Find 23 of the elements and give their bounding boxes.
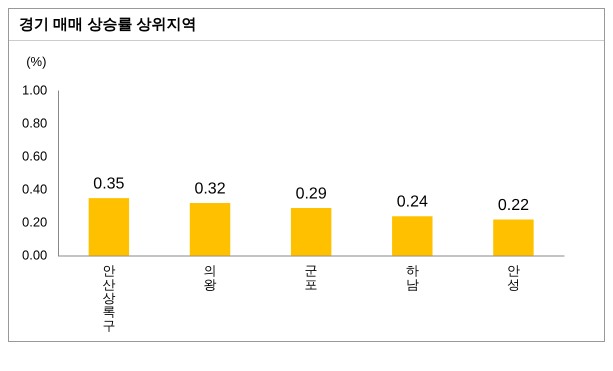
y-tick-label: 0.00	[22, 247, 48, 262]
data-label: 0.32	[194, 180, 226, 198]
x-tick-label: 군포	[304, 263, 318, 292]
y-tick-label: 1.00	[22, 82, 48, 98]
bar	[290, 208, 332, 256]
data-label: 0.22	[498, 196, 530, 214]
bar	[392, 216, 433, 256]
data-label: 0.29	[296, 185, 327, 202]
x-tick-label: 의왕	[204, 263, 217, 292]
data-label: 0.35	[93, 175, 125, 192]
y-tick-label: 0.80	[22, 116, 48, 131]
x-tick-label: 하남	[406, 263, 419, 292]
bar	[190, 203, 230, 256]
x-tick-label: 안성	[506, 263, 520, 292]
y-tick-label: 0.60	[22, 148, 48, 164]
y-axis-title: (%)	[26, 54, 46, 70]
data-label: 0.24	[396, 194, 428, 211]
y-tick-label: 0.20	[22, 214, 48, 230]
bar	[88, 198, 130, 256]
x-tick-label: 안산상록구	[102, 263, 116, 333]
bar	[493, 220, 534, 256]
y-tick-label: 0.40	[22, 181, 48, 196]
chart-title: 경기 매매 상승률 상위지역	[9, 9, 604, 41]
